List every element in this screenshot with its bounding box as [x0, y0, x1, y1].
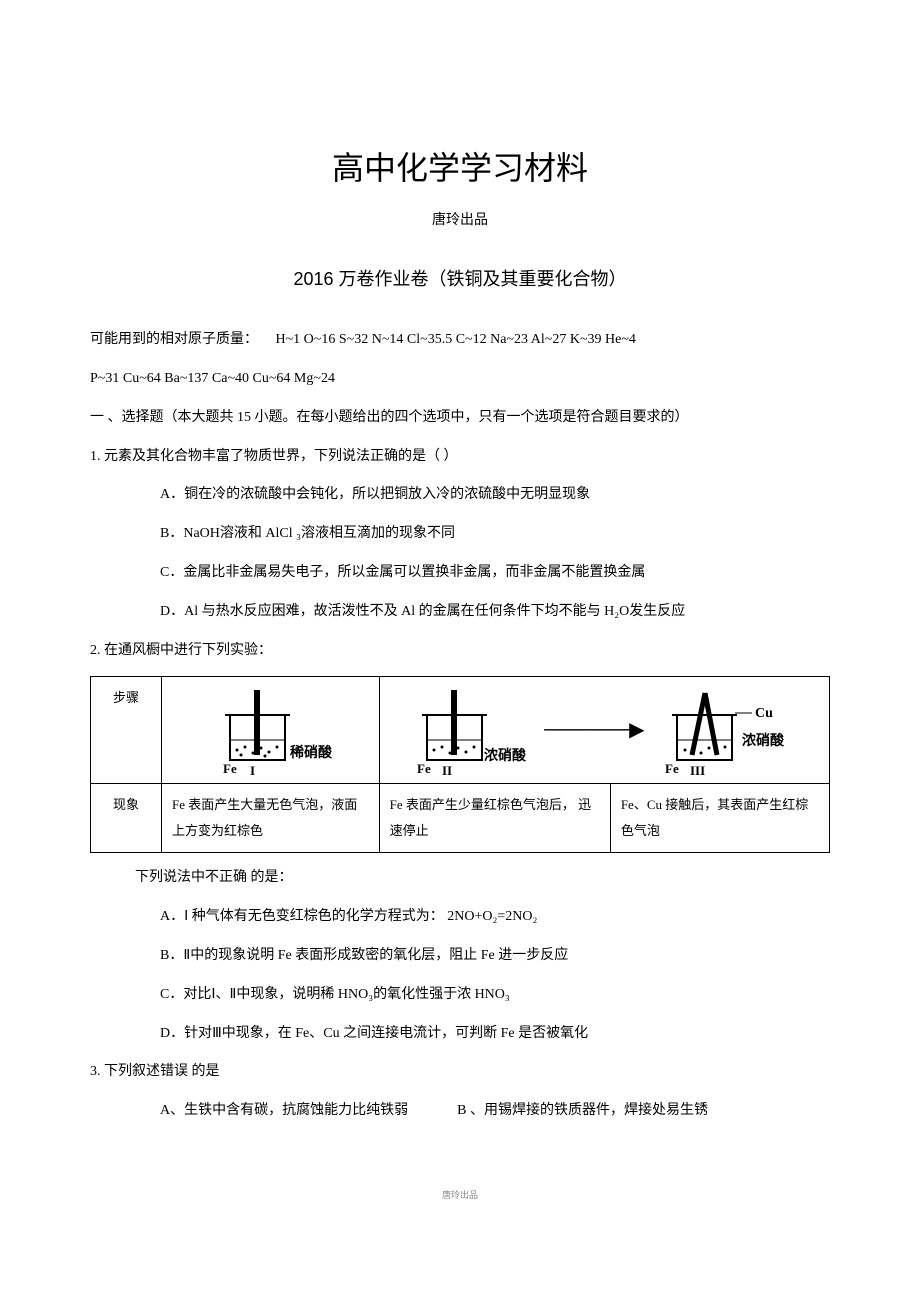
q3-opt-b: B 、用锡焊接的铁质器件，焊接处易生锈 [457, 1103, 708, 1118]
q3-opt-a: A、生铁中含有碳，抗腐蚀能力比纯铁弱 [160, 1103, 408, 1118]
diag2-rod: Fe [417, 761, 431, 775]
step-cell-23: Fe II 浓硝酸 ──────▶ Cu Fe [379, 677, 829, 784]
page-footer: 唐玲出品 [90, 1187, 830, 1203]
atomic-mass-label: 可能用到的相对原子质量： [90, 332, 258, 347]
q2-opt-a: A．Ⅰ 种气体有无色变红棕色的化学方程式为： 2NO+O₂=2NO₂ [90, 902, 830, 933]
atomic-mass-block: 可能用到的相对原子质量： H~1 O~16 S~32 N~14 Cl~35.5 … [90, 325, 830, 356]
diag1-roman: I [250, 763, 255, 775]
author-line: 唐玲出品 [90, 208, 830, 233]
q1-opt-d: D．Al 与热水反应困难，故活泼性不及 Al 的金属在任何条件下均不能与 H₂O… [90, 597, 830, 628]
atomic-mass-line2: P~31 Cu~64 Ba~137 Ca~40 Cu~64 Mg~24 [90, 364, 830, 395]
paper-title: 2016 万卷作业卷（铁铜及其重要化合物） [90, 263, 830, 295]
q2-opt-b: B．Ⅱ中的现象说明 Fe 表面形成致密的氧化层，阻止 Fe 进一步反应 [90, 941, 830, 972]
arrow-icon: ──────▶ [544, 710, 644, 750]
q2-opt-c: C．对比Ⅰ、Ⅱ中现象，说明稀 HNO₃的氧化性强于浓 HNO₃ [90, 980, 830, 1011]
table-row-phenomena: 现象 Fe 表面产生大量无色气泡，液面上方变为红棕色 Fe 表面产生少量红棕色气… [91, 784, 830, 853]
q2-opt-d: D．针对Ⅲ中现象，在 Fe、Cu 之间连接电流计，可判断 Fe 是否被氧化 [90, 1019, 830, 1050]
q2-stem: 2. 在通风橱中进行下列实验： [90, 636, 830, 667]
diag3-acid: 浓硝酸 [742, 732, 785, 749]
diag1-acid: 稀硝酸 [290, 744, 333, 761]
main-title: 高中化学学习材料 [90, 140, 830, 198]
phen-cell-1: Fe 表面产生大量无色气泡，液面上方变为红棕色 [162, 784, 380, 853]
q2-tail: 下列说法中不正确 的是： [90, 863, 830, 894]
q3-stem: 3. 下列叙述错误 的是 [90, 1057, 830, 1088]
diag1-rod: Fe [223, 761, 237, 775]
table-row-steps: 步骤 Fe I 稀硝酸 [91, 677, 830, 784]
q1-opt-c: C．金属比非金属易失电子，所以金属可以置换非金属，而非金属不能置换金属 [90, 558, 830, 589]
phen-cell-3: Fe、Cu 接触后，其表面产生红棕色气泡 [610, 784, 829, 853]
diag3-roman: III [690, 763, 705, 775]
q3-opts-ab: A、生铁中含有碳，抗腐蚀能力比纯铁弱 B 、用锡焊接的铁质器件，焊接处易生锈 [90, 1096, 830, 1127]
phen-cell-2: Fe 表面产生少量红棕色气泡后， 迅速停止 [379, 784, 610, 853]
section-heading: 一 、选择题（本大题共 15 小题。在每小题给出的四个选项中，只有一个选项是符合… [90, 403, 830, 434]
diag2-roman: II [442, 763, 452, 775]
phen-label: 现象 [91, 784, 162, 853]
diag3-cu: Cu [755, 706, 773, 721]
q1-opt-b: B．NaOH溶液和 AlCl ₃溶液相互滴加的现象不同 [90, 519, 830, 550]
beaker-icon-1: Fe I 稀硝酸 [205, 685, 335, 775]
beaker-icon-3: Cu Fe III 浓硝酸 [657, 685, 807, 775]
diag3-rod: Fe [665, 761, 679, 775]
experiment-table: 步骤 Fe I 稀硝酸 [90, 676, 830, 853]
atomic-mass-line1: H~1 O~16 S~32 N~14 Cl~35.5 C~12 Na~23 Al… [276, 332, 636, 347]
diag2-acid: 浓硝酸 [484, 747, 527, 764]
step-label: 步骤 [91, 677, 162, 784]
q1-opt-a: A．铜在冷的浓硫酸中会钝化，所以把铜放入冷的浓硫酸中无明显现象 [90, 480, 830, 511]
step-cell-1: Fe I 稀硝酸 [162, 677, 380, 784]
q1-stem: 1. 元素及其化合物丰富了物质世界，下列说法正确的是（ ） [90, 442, 830, 473]
beaker-icon-2: Fe II 浓硝酸 [402, 685, 532, 775]
